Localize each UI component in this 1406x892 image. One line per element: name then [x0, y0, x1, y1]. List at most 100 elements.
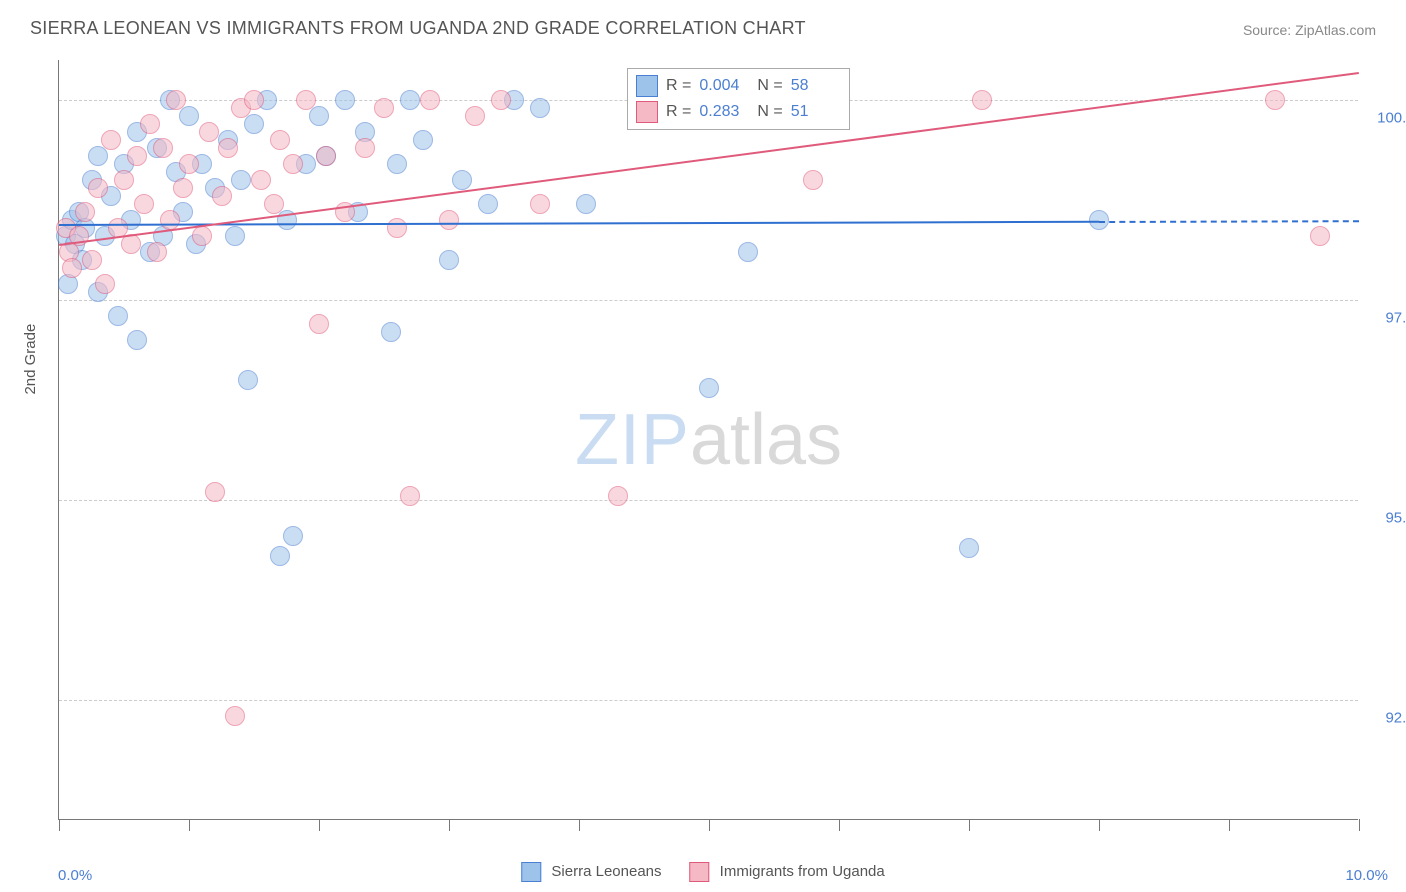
data-point: [101, 130, 121, 150]
grid-line: [59, 700, 1358, 701]
watermark-zip: ZIP: [575, 400, 690, 480]
x-tick: [449, 819, 450, 831]
stat-swatch: [636, 75, 658, 97]
stat-r-value: 0.283: [699, 103, 749, 121]
data-point: [465, 106, 485, 126]
watermark-atlas: atlas: [690, 400, 842, 480]
stat-r-label: R =: [666, 77, 691, 95]
data-point: [270, 546, 290, 566]
data-point: [699, 378, 719, 398]
x-axis-max-label: 10.0%: [1345, 867, 1388, 884]
data-point: [179, 106, 199, 126]
data-point: [283, 526, 303, 546]
x-tick: [839, 819, 840, 831]
legend-item-1: Sierra Leoneans: [521, 862, 661, 882]
data-point: [803, 170, 823, 190]
x-axis-min-label: 0.0%: [58, 867, 92, 884]
x-tick: [1229, 819, 1230, 831]
scatter-plot: ZIPatlas 92.5%95.0%97.5%100.0%R =0.004N …: [58, 60, 1358, 820]
legend-label-2: Immigrants from Uganda: [720, 863, 885, 880]
chart-title: SIERRA LEONEAN VS IMMIGRANTS FROM UGANDA…: [30, 18, 806, 39]
data-point: [82, 250, 102, 270]
stat-r-value: 0.004: [699, 77, 749, 95]
data-point: [400, 90, 420, 110]
data-point: [251, 170, 271, 190]
stat-n-label: N =: [757, 103, 782, 121]
x-tick: [1099, 819, 1100, 831]
data-point: [244, 114, 264, 134]
data-point: [316, 146, 336, 166]
watermark: ZIPatlas: [575, 399, 842, 481]
data-point: [413, 130, 433, 150]
stat-row: R =0.283N =51: [636, 99, 841, 125]
data-point: [972, 90, 992, 110]
data-point: [335, 90, 355, 110]
data-point: [374, 98, 394, 118]
x-tick: [969, 819, 970, 831]
legend-swatch-2: [690, 862, 710, 882]
data-point: [127, 146, 147, 166]
data-point: [173, 178, 193, 198]
data-point: [166, 90, 186, 110]
data-point: [283, 154, 303, 174]
data-point: [244, 90, 264, 110]
data-point: [452, 170, 472, 190]
legend-label-1: Sierra Leoneans: [551, 863, 661, 880]
data-point: [264, 194, 284, 214]
data-point: [231, 170, 251, 190]
legend-swatch-1: [521, 862, 541, 882]
grid-line: [59, 500, 1358, 501]
data-point: [439, 210, 459, 230]
data-point: [225, 706, 245, 726]
data-point: [420, 90, 440, 110]
source-label: Source: ZipAtlas.com: [1243, 22, 1376, 38]
data-point: [387, 218, 407, 238]
data-point: [147, 242, 167, 262]
data-point: [212, 186, 232, 206]
stat-row: R = 0.004 N = 58: [636, 73, 841, 99]
data-point: [62, 258, 82, 278]
grid-line: [59, 300, 1358, 301]
x-tick: [189, 819, 190, 831]
data-point: [309, 106, 329, 126]
data-point: [179, 154, 199, 174]
data-point: [387, 154, 407, 174]
data-point: [530, 194, 550, 214]
y-tick-label: 92.5%: [1368, 710, 1406, 727]
data-point: [1310, 226, 1330, 246]
data-point: [576, 194, 596, 214]
bottom-legend: Sierra Leoneans Immigrants from Uganda: [521, 862, 884, 882]
stat-swatch: [636, 101, 658, 123]
data-point: [296, 90, 316, 110]
data-point: [205, 482, 225, 502]
x-tick: [709, 819, 710, 831]
legend-item-2: Immigrants from Uganda: [690, 862, 885, 882]
stat-n-label: N =: [757, 77, 782, 95]
data-point: [355, 138, 375, 158]
stat-n-value: 58: [791, 77, 841, 95]
data-point: [309, 314, 329, 334]
data-point: [225, 226, 245, 246]
data-point: [530, 98, 550, 118]
data-point: [127, 330, 147, 350]
data-point: [199, 122, 219, 142]
data-point: [959, 538, 979, 558]
data-point: [381, 322, 401, 342]
y-tick-label: 100.0%: [1368, 110, 1406, 127]
data-point: [218, 138, 238, 158]
trend-line: [1099, 220, 1359, 223]
data-point: [140, 114, 160, 134]
data-point: [160, 210, 180, 230]
data-point: [75, 202, 95, 222]
y-axis-title: 2nd Grade: [22, 324, 39, 395]
data-point: [1265, 90, 1285, 110]
data-point: [400, 486, 420, 506]
data-point: [88, 178, 108, 198]
data-point: [134, 194, 154, 214]
data-point: [95, 274, 115, 294]
data-point: [478, 194, 498, 214]
correlation-stats-box: R =0.004N =58R =0.283N =51: [627, 68, 850, 130]
data-point: [108, 306, 128, 326]
stat-r-label: R =: [666, 103, 691, 121]
data-point: [192, 226, 212, 246]
